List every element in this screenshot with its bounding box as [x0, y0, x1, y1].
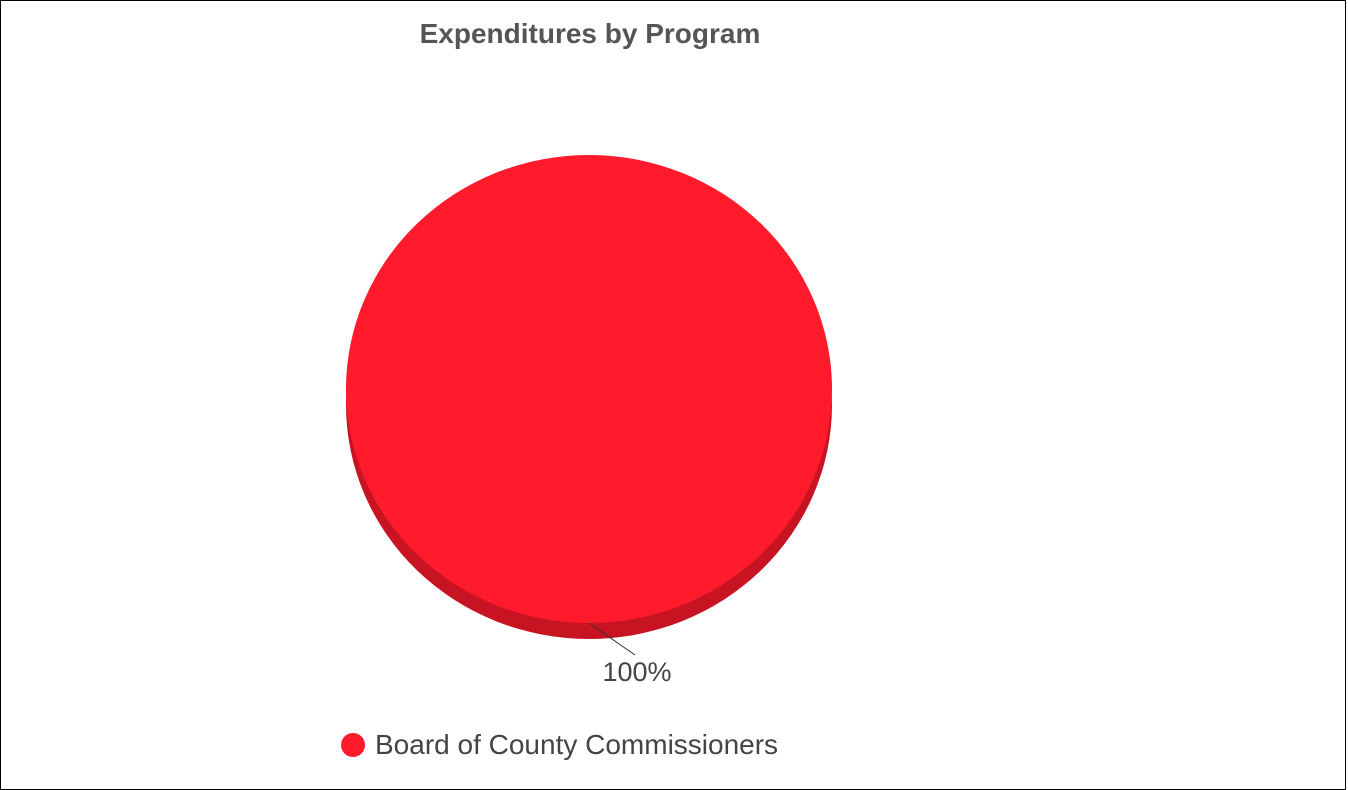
data-label-percentage: 100%: [602, 657, 671, 687]
legend-swatch: [341, 733, 365, 757]
data-label-connector: [588, 622, 636, 656]
pie-slice-board-of-county-commissioners[interactable]: [346, 155, 832, 623]
chart-title: Expenditures by Program: [419, 18, 761, 49]
legend[interactable]: Board of County Commissioners: [341, 729, 778, 761]
legend-label-board-of-county-commissioners: Board of County Commissioners: [375, 729, 779, 760]
